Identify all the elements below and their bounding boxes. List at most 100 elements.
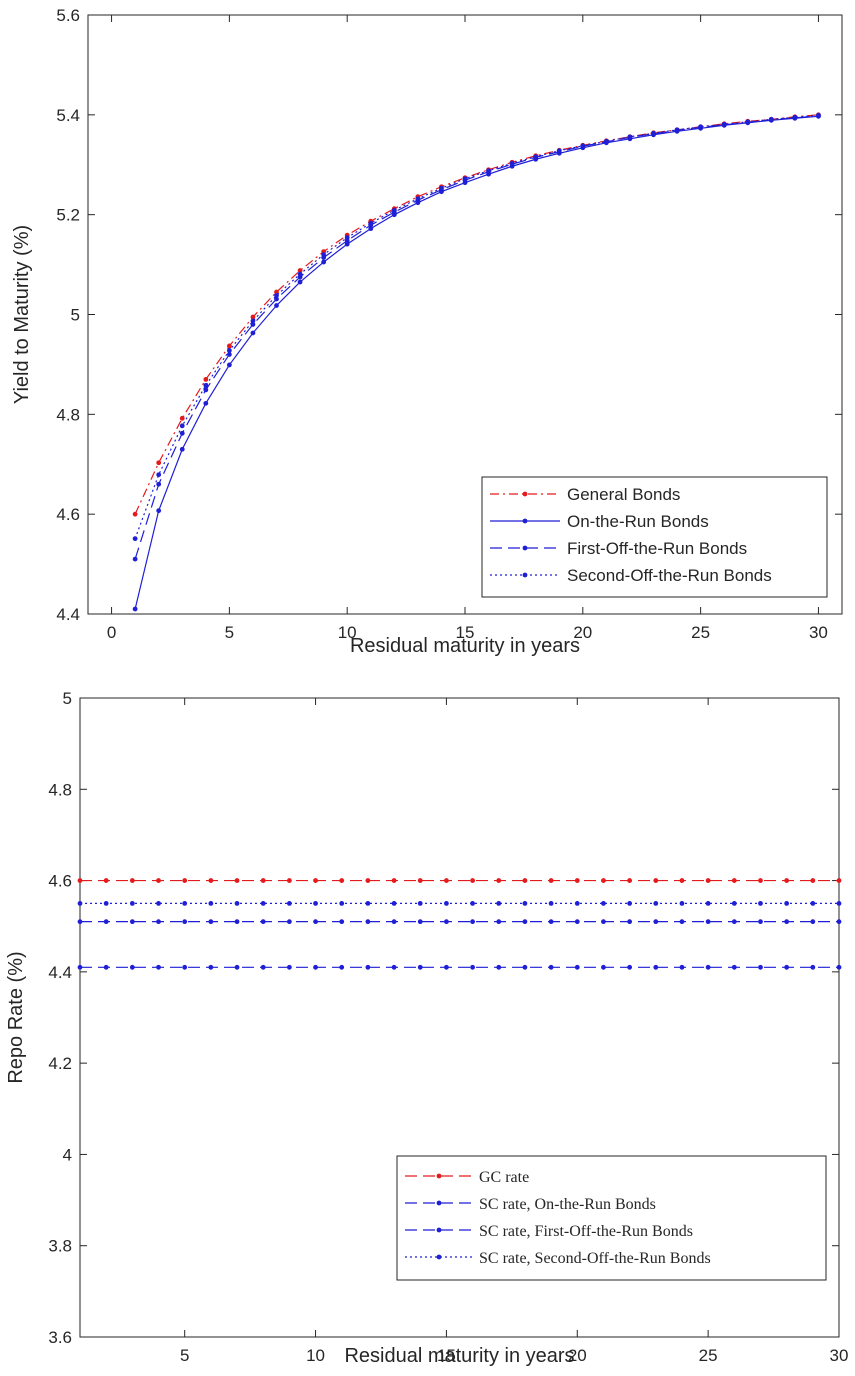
- data-point: [208, 878, 214, 883]
- data-point: [132, 606, 138, 612]
- data-point: [548, 878, 554, 883]
- data-point: [103, 900, 109, 906]
- data-point: [810, 878, 816, 883]
- legend-entry: SC rate, First-Off-the-Run Bonds: [479, 1223, 693, 1240]
- data-point: [156, 481, 162, 487]
- data-point: [179, 430, 185, 436]
- data-point: [339, 900, 345, 906]
- x-tick-label: 15: [456, 623, 475, 642]
- data-point: [77, 900, 83, 906]
- data-point: [226, 348, 232, 353]
- x-tick-label: 20: [573, 623, 592, 642]
- data-point: [132, 556, 138, 562]
- data-point: [226, 362, 232, 368]
- data-point: [132, 511, 138, 517]
- data-point: [260, 878, 266, 883]
- data-point: [444, 919, 449, 925]
- data-point: [548, 964, 554, 970]
- data-point: [260, 919, 266, 925]
- data-point: [496, 878, 502, 883]
- legend-marker: [436, 1254, 442, 1260]
- data-point: [496, 919, 502, 925]
- legend-marker: [436, 1227, 442, 1233]
- y-tick-label: 5.6: [56, 6, 80, 25]
- data-point: [313, 964, 318, 970]
- data-point: [705, 900, 711, 906]
- data-point: [274, 296, 279, 302]
- data-point: [496, 964, 502, 970]
- data-point: [129, 900, 135, 906]
- data-point: [731, 900, 737, 906]
- data-point: [580, 143, 586, 149]
- x-tick-label: 5: [225, 623, 234, 642]
- data-point: [731, 878, 737, 883]
- data-point: [391, 900, 397, 906]
- legend-entry: General Bonds: [567, 485, 680, 504]
- data-point: [274, 293, 279, 298]
- data-point: [679, 964, 685, 970]
- data-point: [129, 919, 135, 925]
- x-tick-label: 25: [699, 1346, 718, 1365]
- data-point: [365, 919, 371, 925]
- y-tick-label: 3.6: [48, 1328, 72, 1347]
- data-point: [679, 878, 685, 883]
- data-point: [758, 900, 763, 906]
- data-point: [234, 900, 240, 906]
- data-point: [179, 446, 185, 452]
- data-point: [601, 878, 606, 883]
- data-point: [470, 900, 475, 906]
- data-point: [574, 878, 580, 883]
- legend-entry: First-Off-the-Run Bonds: [567, 539, 747, 558]
- data-point: [365, 878, 371, 883]
- data-point: [816, 112, 821, 118]
- data-point: [533, 154, 539, 160]
- legend-marker: [436, 1173, 442, 1179]
- data-point: [203, 382, 209, 388]
- data-point: [651, 130, 656, 136]
- yield-chart: 0 5 10 15 20 25 30 4.4 4.6 4.8 5 5.2 5.4 5.6 Residual …: [11, 6, 843, 657]
- data-point: [522, 878, 528, 883]
- data-point: [250, 314, 256, 320]
- data-point: [758, 919, 763, 925]
- data-point: [156, 900, 161, 906]
- data-point: [705, 964, 711, 970]
- data-point: [339, 964, 345, 970]
- y-tick-label: 5.2: [56, 206, 80, 225]
- data-point: [182, 964, 188, 970]
- data-point: [203, 376, 209, 382]
- data-point: [156, 964, 161, 970]
- y-tick-label: 4.2: [48, 1054, 72, 1073]
- data-point: [313, 900, 318, 906]
- x-tick-label: 5: [180, 1346, 189, 1365]
- data-point: [182, 900, 188, 906]
- data-point: [548, 900, 554, 906]
- data-point: [627, 919, 633, 925]
- data-point: [768, 116, 774, 122]
- y-tick-label: 4.4: [56, 605, 80, 624]
- data-point: [627, 900, 633, 906]
- data-point: [344, 241, 350, 247]
- y-tick-label: 4.8: [48, 780, 72, 799]
- y-tick-label: 5.4: [56, 106, 80, 125]
- data-point: [601, 900, 606, 906]
- legend-marker: [436, 1200, 442, 1206]
- data-point: [679, 900, 685, 906]
- x-tick-label: 30: [809, 623, 828, 642]
- y-tick-label: 4.6: [56, 505, 80, 524]
- data-point: [417, 919, 423, 925]
- data-point: [674, 127, 680, 133]
- data-point: [486, 168, 491, 174]
- data-point: [731, 919, 737, 925]
- data-point: [574, 900, 580, 906]
- data-point: [234, 919, 240, 925]
- data-point: [810, 919, 816, 925]
- data-point: [391, 207, 397, 213]
- data-point: [368, 220, 374, 226]
- data-point: [250, 330, 256, 336]
- x-axis-label: Residual maturity in years: [350, 635, 580, 657]
- data-point: [226, 343, 232, 349]
- data-point: [444, 900, 449, 906]
- series-gc-rate: [77, 878, 842, 883]
- data-point: [234, 878, 240, 883]
